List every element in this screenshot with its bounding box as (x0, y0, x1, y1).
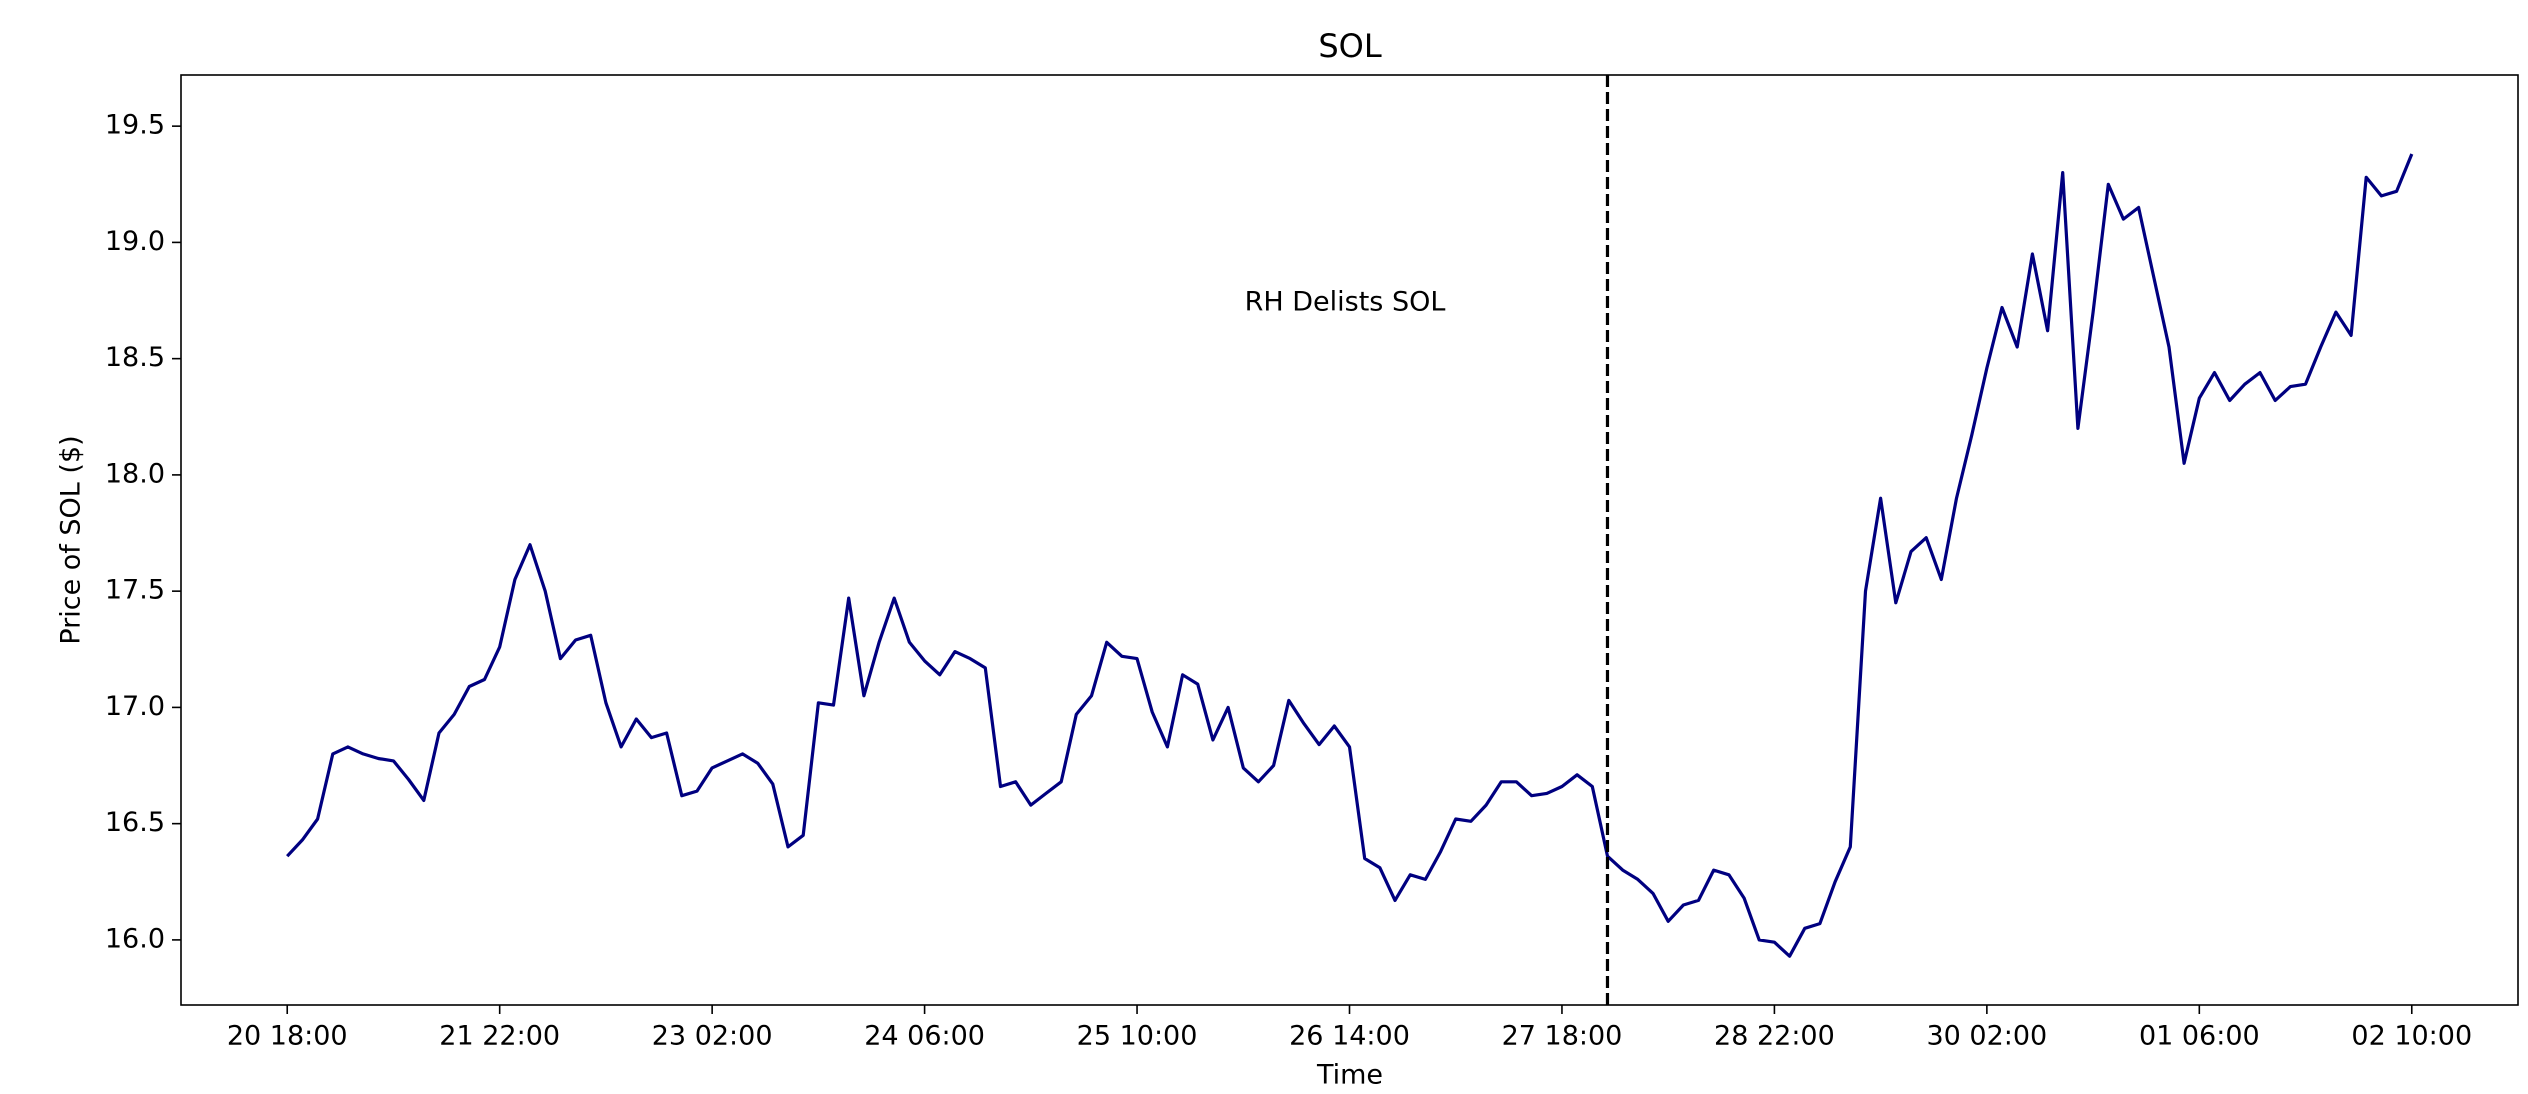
x-tick-label: 02 10:00 (2351, 1021, 2472, 1052)
x-tick-label: 01 06:00 (2139, 1021, 2260, 1052)
plot-frame (180, 74, 2519, 1006)
x-tick-label: 24 06:00 (864, 1021, 985, 1052)
y-tick-label: 19.5 (105, 110, 165, 141)
x-tick-label: 28 22:00 (1714, 1021, 1835, 1052)
x-tick-label: 23 02:00 (652, 1021, 773, 1052)
x-tick-label: 20 18:00 (227, 1021, 348, 1052)
x-tick-label: 26 14:00 (1289, 1021, 1410, 1052)
y-tick-label: 16.5 (105, 807, 165, 838)
y-tick-label: 19.0 (105, 226, 165, 257)
y-tick-label: 18.5 (105, 342, 165, 373)
y-tick-label: 16.0 (105, 923, 165, 954)
x-tick-label: 30 02:00 (1926, 1021, 2047, 1052)
chart-title: SOL (1318, 27, 1382, 65)
annotation: RH Delists SOL (1245, 287, 1446, 318)
y-tick-label: 17.5 (105, 575, 165, 606)
x-axis-label: Time (1316, 1060, 1383, 1091)
x-tick-label: 27 18:00 (1502, 1021, 1623, 1052)
price-line (286, 153, 2414, 958)
y-tick-label: 18.0 (105, 458, 165, 489)
x-tick-label: 25 10:00 (1077, 1021, 1198, 1052)
y-axis-label: Price of SOL ($) (56, 435, 87, 644)
y-tick-label: 17.0 (105, 691, 165, 722)
x-tick-label: 21 22:00 (439, 1021, 560, 1052)
